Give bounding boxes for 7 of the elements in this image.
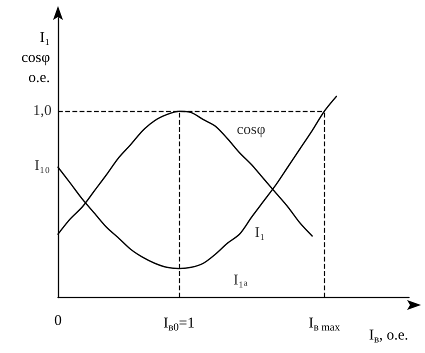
annotation: I₁ₐ	[233, 272, 248, 289]
annotation: cosφ	[236, 122, 266, 138]
annotation: I₁	[254, 225, 265, 242]
x-tick-label: 0	[54, 313, 62, 329]
text: 1,0	[32, 103, 52, 120]
text: I₁₀	[34, 158, 50, 174]
y-axis-title: I₁ cosφ о.е.	[21, 30, 50, 86]
